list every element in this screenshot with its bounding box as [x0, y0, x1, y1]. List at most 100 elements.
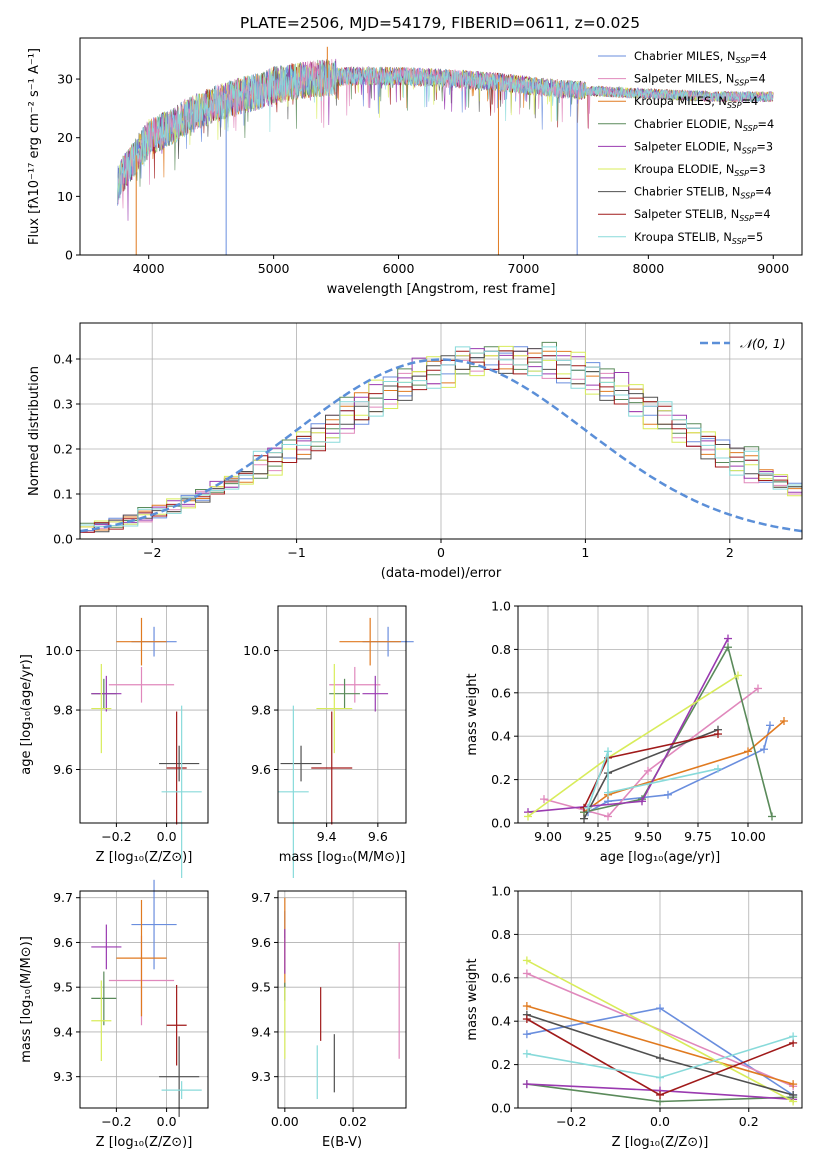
y-tick-label: 10 [57, 189, 73, 204]
y-axis-label: mass weight [465, 958, 480, 1040]
x-tick-label: 8000 [632, 261, 664, 276]
spectrum-line-kroupa_stelib [117, 60, 774, 204]
y-tick-label: 0.0 [491, 1101, 511, 1116]
y-tick-label: 9.5 [53, 980, 73, 995]
y-tick-label: 0.2 [53, 442, 73, 457]
x-tick-label: 0.0 [157, 829, 177, 844]
x-tick-label: 9.6 [368, 829, 388, 844]
y-tick-label: 9.8 [251, 703, 271, 718]
x-axis-label: Z [log₁₀(Z/Z⊙)] [96, 1135, 193, 1150]
axes-frame [277, 605, 407, 824]
x-tick-label: 7000 [508, 261, 540, 276]
x-tick-label: 0.00 [271, 1114, 299, 1129]
y-tick-label: 1.0 [491, 599, 511, 614]
y-axis-label: Normed distribution [27, 366, 42, 496]
x-tick-label: −1 [287, 545, 305, 560]
y-tick-label: 30 [57, 72, 73, 87]
axes-frame [517, 605, 803, 824]
y-tick-label: 0.4 [491, 1014, 511, 1029]
x-axis-label: mass [log₁₀(M/M⊙)] [279, 850, 406, 865]
y-tick-label: 0.2 [491, 772, 511, 787]
y-tick-label: 9.6 [53, 935, 73, 950]
y-tick-label: 0.6 [491, 970, 511, 985]
legend-label-kroupa_stelib: Kroupa STELIB, NSSP=5 [634, 231, 763, 246]
y-tick-label: 0.0 [491, 816, 511, 831]
x-tick-label: 2 [726, 545, 734, 560]
y-tick-label: 10.0 [45, 643, 73, 658]
x-tick-label: −0.2 [101, 1114, 131, 1129]
y-tick-label: 9.3 [53, 1069, 73, 1084]
hist-step-salpeter_elodie [80, 348, 802, 533]
x-tick-label: −2 [143, 545, 161, 560]
x-tick-label: 9000 [757, 261, 789, 276]
y-tick-label: 20 [57, 130, 73, 145]
y-tick-label: 9.4 [251, 1024, 271, 1039]
y-axis-label: age [log₁₀(age/yr)] [19, 654, 34, 775]
axes-frame [277, 890, 407, 1109]
y-tick-label: 0.2 [491, 1057, 511, 1072]
y-tick-label: 9.6 [251, 762, 271, 777]
x-axis-label: age [log₁₀(age/yr)] [600, 850, 721, 865]
weight-line-kroupa_elodie [526, 959, 794, 1103]
legend-label-chabrier_miles: Chabrier MILES, NSSP=4 [634, 50, 767, 65]
y-tick-label: 10.0 [243, 643, 271, 658]
mass_vs_ebv-panel: 0.00 0.02 9.3 9.4 9.5 9.6 9.7 E(B-V) [251, 890, 407, 1150]
hist-steps [80, 341, 802, 536]
weight_vs_Z-panel: −0.2 0.0 0.2 0.0 0.2 0.4 0.6 0.8 1.0 Z [log₁₀(Z/Z… [465, 884, 803, 1150]
legend-label-salpeter_miles: Salpeter MILES, NSSP=4 [634, 73, 766, 88]
y-tick-label: 0.6 [491, 685, 511, 700]
x-tick-label: 0 [437, 545, 445, 560]
x-tick-label: 9.4 [317, 829, 337, 844]
x-axis-label: wavelength [Angstrom, rest frame] [327, 282, 556, 297]
weight-line-salpeter_miles [526, 972, 794, 1088]
y-tick-label: 0.3 [53, 397, 73, 412]
weight-line-kroupa_elodie [527, 674, 739, 818]
y-tick-label: 9.7 [251, 890, 271, 905]
x-tick-label: 4000 [133, 261, 165, 276]
x-axis-label: (data-model)/error [381, 566, 502, 581]
y-tick-label: 1.0 [491, 884, 511, 899]
weight_vs_age-panel: 9.00 9.25 9.50 9.75 10.00 0.0 0.2 0.4 0.6 0.8 1.0 a… [465, 599, 803, 865]
weight-line-kroupa_miles [583, 720, 785, 813]
legend-label-normal: 𝒩(0, 1) [740, 336, 786, 351]
y-tick-label: 0.4 [491, 729, 511, 744]
x-axis-label: Z [log₁₀(Z/Z⊙)] [612, 1135, 709, 1150]
x-axis-label: Z [log₁₀(Z/Z⊙)] [96, 850, 193, 865]
y-axis-label: Flux [fλ10⁻¹⁷ erg cm⁻² s⁻¹ A⁻¹] [27, 48, 42, 245]
legend-label-kroupa_elodie: Kroupa ELODIE, NSSP=3 [634, 163, 766, 178]
age_vs_Z-panel: −0.2 0.0 9.6 9.8 10.0 Z [log₁₀(Z/Z⊙)] age [log… [19, 605, 209, 878]
weight-line-chabrier_elodie [583, 645, 773, 817]
x-tick-label: 0.02 [339, 1114, 367, 1129]
y-axis-label: mass weight [465, 673, 480, 755]
axes-frame [79, 605, 209, 824]
y-tick-label: 9.7 [53, 890, 73, 905]
x-tick-label: 10.00 [730, 829, 766, 844]
x-tick-label: 0.2 [739, 1114, 759, 1129]
x-tick-label: −0.2 [101, 829, 131, 844]
x-tick-label: 0.0 [650, 1114, 670, 1129]
x-tick-label: 5000 [258, 261, 290, 276]
normal-curve [80, 358, 802, 533]
x-tick-label: 9.00 [534, 829, 562, 844]
axes-frame [79, 890, 209, 1109]
y-tick-label: 0.0 [53, 532, 73, 547]
axes-frame [79, 37, 803, 256]
x-tick-label: 9.25 [584, 829, 612, 844]
residual-hist-panel: −2 −1 0 1 2 0.0 0.1 0.2 0.3 0.4 (data-model)/error… [27, 322, 803, 581]
y-tick-label: 9.6 [53, 762, 73, 777]
legend-label-kroupa_miles: Kroupa MILES, NSSP=4 [634, 95, 758, 110]
spectrum-lines [117, 46, 774, 255]
y-tick-label: 0.8 [491, 927, 511, 942]
y-tick-label: 9.4 [53, 1024, 73, 1039]
hist-step-kroupa_stelib [80, 346, 802, 527]
y-tick-label: 9.3 [251, 1069, 271, 1084]
legend-label-chabrier_elodie: Chabrier ELODIE, NSSP=4 [634, 118, 774, 133]
figure-title: PLATE=2506, MJD=54179, FIBERID=0611, z=0… [240, 14, 640, 32]
x-axis-label: E(B-V) [322, 1135, 362, 1150]
y-tick-label: 9.8 [53, 703, 73, 718]
legend-label-chabrier_stelib: Chabrier STELIB, NSSP=4 [634, 186, 772, 201]
weight-line-kroupa_stelib [587, 751, 719, 809]
legend-label-salpeter_stelib: Salpeter STELIB, NSSP=4 [634, 208, 771, 223]
legend-label-salpeter_elodie: Salpeter ELODIE, NSSP=3 [634, 140, 773, 155]
